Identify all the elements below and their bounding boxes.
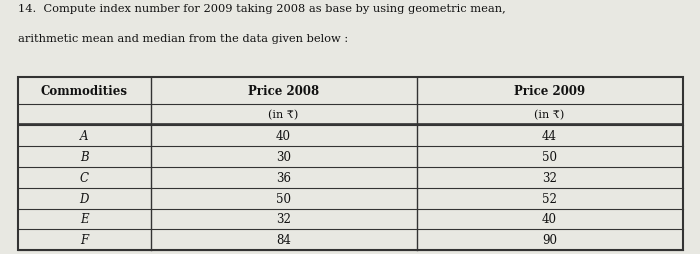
Text: arithmetic mean and median from the data given below :: arithmetic mean and median from the data…: [18, 34, 348, 44]
Text: 30: 30: [276, 150, 291, 163]
Text: C: C: [80, 171, 88, 184]
Text: 40: 40: [542, 213, 557, 226]
Text: 36: 36: [276, 171, 291, 184]
Text: 44: 44: [542, 130, 557, 143]
Text: 50: 50: [276, 192, 291, 205]
Text: 84: 84: [276, 233, 291, 246]
Text: (in ₹): (in ₹): [268, 110, 299, 120]
Text: Commodities: Commodities: [41, 84, 127, 97]
Text: D: D: [79, 192, 89, 205]
Text: 90: 90: [542, 233, 557, 246]
Text: 52: 52: [542, 192, 557, 205]
Text: 40: 40: [276, 130, 291, 143]
Text: Price 2008: Price 2008: [248, 84, 319, 97]
Text: 50: 50: [542, 150, 557, 163]
Text: B: B: [80, 150, 88, 163]
Text: (in ₹): (in ₹): [534, 110, 565, 120]
Text: 32: 32: [276, 213, 291, 226]
Text: E: E: [80, 213, 88, 226]
Text: Price 2009: Price 2009: [514, 84, 585, 97]
Text: F: F: [80, 233, 88, 246]
Text: 14.  Compute index number for 2009 taking 2008 as base by using geometric mean,: 14. Compute index number for 2009 taking…: [18, 4, 505, 14]
Text: 32: 32: [542, 171, 557, 184]
Bar: [18, 77, 682, 250]
Text: A: A: [80, 130, 88, 143]
